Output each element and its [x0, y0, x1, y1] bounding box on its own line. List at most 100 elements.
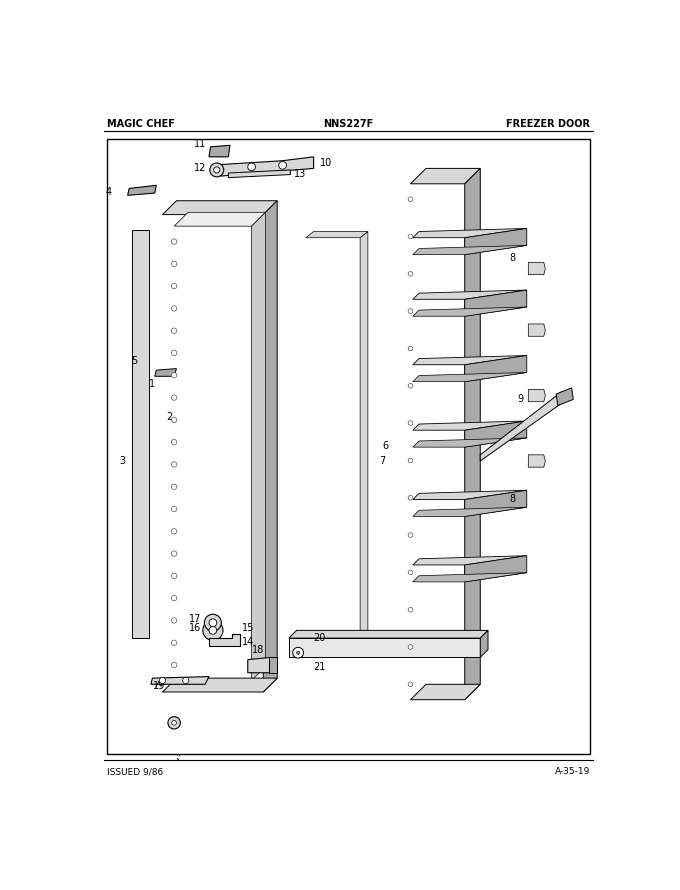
- Circle shape: [209, 619, 217, 627]
- Circle shape: [171, 306, 177, 312]
- Polygon shape: [464, 355, 527, 382]
- Text: NNS227F: NNS227F: [324, 118, 373, 129]
- Text: 5: 5: [131, 356, 137, 366]
- Circle shape: [408, 421, 413, 425]
- Text: 19: 19: [152, 681, 165, 691]
- Circle shape: [171, 328, 177, 334]
- Circle shape: [408, 607, 413, 612]
- Text: 6: 6: [383, 441, 389, 450]
- Circle shape: [171, 351, 177, 356]
- Circle shape: [214, 166, 220, 173]
- Text: 8: 8: [510, 254, 516, 263]
- Circle shape: [408, 346, 413, 351]
- Polygon shape: [413, 507, 527, 516]
- Polygon shape: [480, 630, 488, 658]
- Text: 16: 16: [189, 623, 201, 633]
- Text: 21: 21: [313, 662, 326, 672]
- Polygon shape: [413, 438, 527, 447]
- Polygon shape: [248, 658, 273, 673]
- Text: 11: 11: [194, 139, 207, 149]
- Circle shape: [408, 271, 413, 276]
- Polygon shape: [411, 168, 480, 184]
- Circle shape: [171, 373, 177, 378]
- Polygon shape: [413, 572, 527, 582]
- Circle shape: [159, 677, 166, 684]
- Polygon shape: [464, 290, 527, 316]
- Circle shape: [171, 440, 177, 445]
- Polygon shape: [174, 213, 266, 226]
- Polygon shape: [220, 157, 313, 176]
- Circle shape: [408, 309, 413, 313]
- Polygon shape: [464, 421, 527, 447]
- Text: 7: 7: [379, 456, 386, 466]
- Circle shape: [171, 529, 177, 534]
- Circle shape: [408, 458, 413, 463]
- Circle shape: [292, 647, 303, 658]
- Text: 3: 3: [119, 456, 125, 466]
- Circle shape: [171, 618, 177, 623]
- Polygon shape: [413, 246, 527, 255]
- Polygon shape: [151, 676, 209, 684]
- Text: 15: 15: [242, 623, 255, 633]
- Circle shape: [171, 640, 177, 645]
- Polygon shape: [163, 201, 277, 214]
- Polygon shape: [413, 490, 527, 499]
- Circle shape: [171, 395, 177, 401]
- Polygon shape: [413, 229, 527, 238]
- Circle shape: [248, 163, 256, 171]
- Circle shape: [408, 384, 413, 388]
- Circle shape: [408, 197, 413, 201]
- Circle shape: [408, 644, 413, 650]
- Polygon shape: [263, 201, 277, 692]
- Polygon shape: [289, 638, 480, 658]
- Circle shape: [171, 595, 177, 601]
- Polygon shape: [252, 213, 266, 681]
- Polygon shape: [464, 490, 527, 516]
- Polygon shape: [413, 421, 527, 430]
- Polygon shape: [413, 355, 527, 365]
- Circle shape: [296, 651, 300, 654]
- Text: 2: 2: [167, 412, 173, 422]
- Polygon shape: [269, 658, 277, 673]
- Polygon shape: [155, 368, 176, 376]
- Circle shape: [171, 573, 177, 578]
- Text: 14: 14: [242, 637, 254, 647]
- Circle shape: [172, 721, 176, 725]
- Polygon shape: [228, 170, 290, 178]
- Circle shape: [171, 484, 177, 490]
- Polygon shape: [411, 684, 480, 700]
- Text: A-35-19: A-35-19: [555, 767, 590, 776]
- Text: 20: 20: [313, 633, 326, 643]
- Polygon shape: [528, 455, 545, 467]
- Polygon shape: [464, 229, 527, 255]
- Polygon shape: [413, 372, 527, 382]
- Polygon shape: [306, 231, 368, 238]
- Polygon shape: [360, 231, 368, 646]
- Polygon shape: [464, 555, 527, 582]
- Polygon shape: [528, 324, 545, 336]
- Polygon shape: [289, 630, 488, 638]
- Text: 18: 18: [252, 644, 264, 655]
- Circle shape: [171, 551, 177, 556]
- Bar: [107, 139, 590, 754]
- Text: 13: 13: [294, 169, 306, 179]
- Polygon shape: [528, 263, 545, 275]
- Text: MAGIC CHEF: MAGIC CHEF: [107, 118, 175, 129]
- Circle shape: [171, 417, 177, 423]
- Circle shape: [171, 506, 177, 512]
- Circle shape: [209, 163, 224, 177]
- Circle shape: [171, 239, 177, 244]
- Text: 4: 4: [105, 187, 112, 198]
- Text: 1: 1: [150, 379, 156, 389]
- Polygon shape: [131, 230, 148, 638]
- Polygon shape: [128, 185, 156, 195]
- Circle shape: [408, 682, 413, 686]
- Circle shape: [205, 614, 222, 631]
- Text: 10: 10: [320, 158, 332, 168]
- Text: 17: 17: [189, 614, 201, 624]
- Polygon shape: [413, 290, 527, 299]
- Text: FREEZER DOOR: FREEZER DOOR: [507, 118, 590, 129]
- Text: 12: 12: [194, 164, 207, 174]
- Polygon shape: [480, 392, 562, 461]
- Polygon shape: [413, 555, 527, 565]
